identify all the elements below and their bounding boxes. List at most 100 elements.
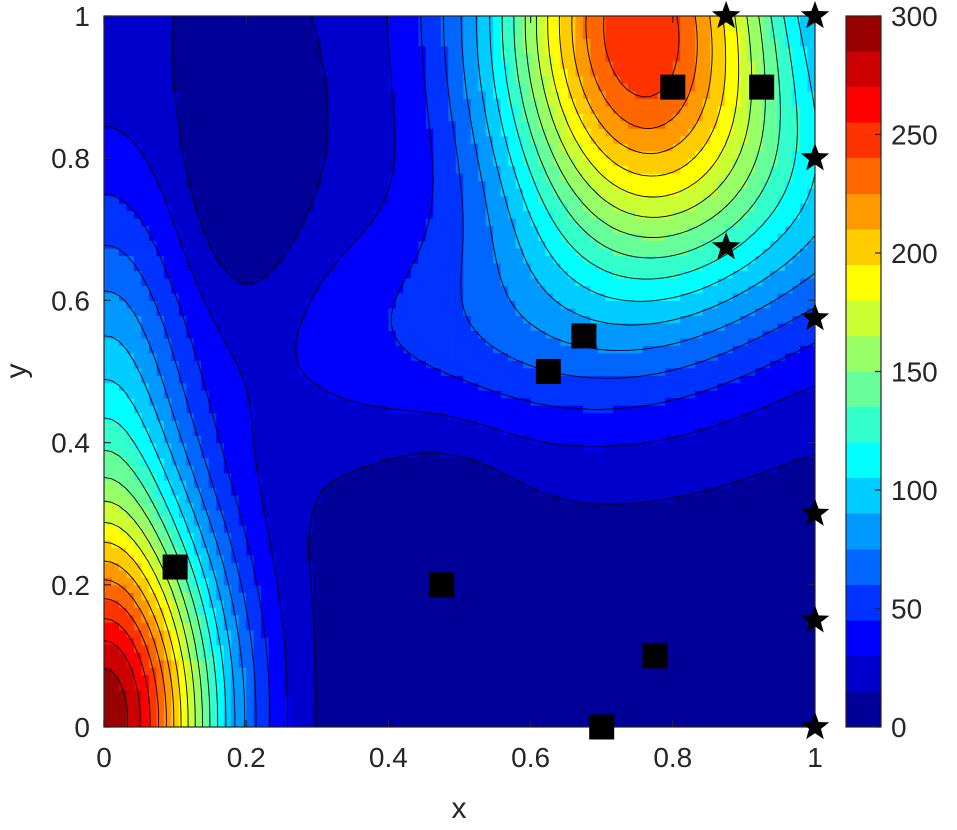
contour-cell xyxy=(702,450,711,459)
contour-cell xyxy=(605,352,614,361)
contour-cell xyxy=(530,592,539,601)
contour-cell xyxy=(298,614,307,623)
contour-cell xyxy=(178,435,187,444)
contour-cell xyxy=(261,667,270,676)
contour-cell xyxy=(171,375,180,384)
contour-cell xyxy=(358,494,367,504)
contour-cell xyxy=(216,450,225,459)
contour-cell xyxy=(695,487,704,496)
contour-cell xyxy=(380,547,389,556)
contour-cell xyxy=(171,637,180,646)
contour-cell xyxy=(440,622,449,631)
contour-cell xyxy=(553,480,562,489)
contour-cell xyxy=(253,637,262,646)
contour-cell xyxy=(231,330,240,339)
contour-cell xyxy=(350,674,360,683)
contour-cell xyxy=(313,509,322,519)
contour-cell xyxy=(717,360,726,369)
contour-cell xyxy=(148,450,157,459)
contour-cell xyxy=(291,614,300,623)
contour-cell xyxy=(283,457,292,466)
contour-cell xyxy=(478,360,487,369)
contour-cell xyxy=(433,367,442,376)
contour-cell xyxy=(657,682,666,691)
contour-cell xyxy=(208,712,217,721)
contour-cell xyxy=(268,584,277,593)
contour-cell xyxy=(104,382,113,391)
contour-cell xyxy=(358,592,367,601)
contour-cell xyxy=(321,494,330,504)
contour-cell xyxy=(478,562,487,571)
contour-cell xyxy=(448,712,457,721)
contour-cell xyxy=(463,719,472,727)
contour-cell xyxy=(253,689,262,698)
contour-cell xyxy=(433,435,442,444)
contour-cell xyxy=(425,644,434,653)
contour-cell xyxy=(193,592,202,601)
contour-cell xyxy=(350,719,360,727)
contour-cell xyxy=(388,480,397,489)
contour-cell xyxy=(747,442,756,451)
contour-cell xyxy=(313,472,322,481)
contour-cell xyxy=(358,667,367,676)
contour-cell xyxy=(410,442,419,451)
contour-cell xyxy=(171,502,180,511)
contour-cell xyxy=(253,367,262,376)
contour-cell xyxy=(575,465,584,474)
contour-cell xyxy=(590,397,599,406)
contour-cell xyxy=(410,614,419,623)
contour-cell xyxy=(261,599,270,608)
contour-cell xyxy=(582,569,592,578)
contour-cell xyxy=(470,539,479,548)
contour-cell xyxy=(298,659,307,668)
contour-cell xyxy=(111,607,120,616)
contour-cell xyxy=(350,562,360,571)
contour-cell xyxy=(590,562,599,571)
contour-cell xyxy=(171,539,180,548)
contour-cell xyxy=(365,337,375,346)
contour-cell xyxy=(163,435,172,444)
contour-cell xyxy=(725,682,734,691)
contour-cell xyxy=(388,689,397,698)
contour-cell xyxy=(141,494,150,504)
contour-cell xyxy=(455,465,464,474)
contour-cell xyxy=(740,517,749,526)
contour-cell xyxy=(104,509,113,519)
contour-cell xyxy=(478,465,487,474)
contour-cell xyxy=(306,435,315,444)
contour-cell xyxy=(410,524,419,534)
contour-cell xyxy=(373,360,382,369)
contour-cell xyxy=(298,622,307,631)
contour-cell xyxy=(186,450,195,459)
contour-cell xyxy=(620,382,629,391)
contour-cell xyxy=(777,457,786,466)
contour-cell xyxy=(575,622,584,631)
contour-cell xyxy=(208,375,217,384)
contour-cell xyxy=(425,547,434,556)
contour-cell xyxy=(246,330,255,339)
contour-cell xyxy=(246,719,255,727)
contour-cell xyxy=(133,704,143,713)
contour-cell xyxy=(687,524,696,534)
contour-cell xyxy=(635,652,644,661)
contour-cell xyxy=(433,682,442,691)
contour-cell xyxy=(276,562,285,571)
contour-cell xyxy=(553,524,562,534)
contour-cell xyxy=(590,494,599,504)
contour-cell xyxy=(530,345,539,354)
contour-cell xyxy=(755,562,764,571)
contour-cell xyxy=(642,487,651,496)
contour-cell xyxy=(582,689,592,698)
contour-cell xyxy=(268,480,277,489)
contour-cell xyxy=(216,330,225,339)
contour-cell xyxy=(792,532,801,541)
contour-cell xyxy=(276,689,285,698)
contour-cell xyxy=(283,659,292,668)
contour-cell xyxy=(523,390,532,399)
contour-cell xyxy=(440,517,449,526)
contour-cell xyxy=(665,697,674,706)
contour-cell xyxy=(186,360,195,369)
contour-cell xyxy=(545,390,554,399)
contour-cell xyxy=(410,629,419,638)
contour-cell xyxy=(717,584,726,593)
